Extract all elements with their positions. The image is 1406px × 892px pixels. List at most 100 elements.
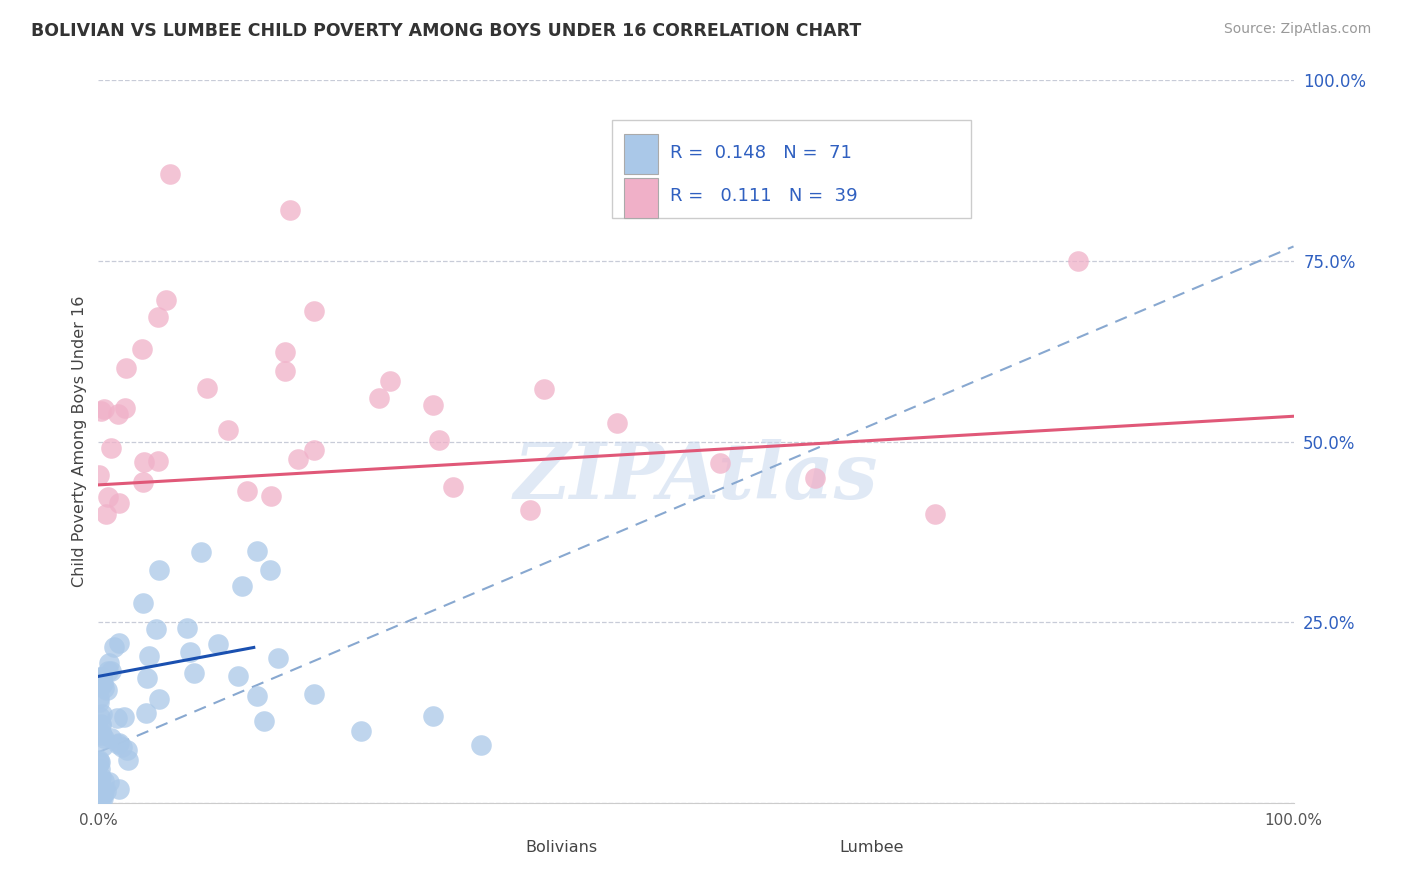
Point <box>136 671 159 685</box>
Point <box>302 443 325 458</box>
Point <box>93 681 115 695</box>
Point <box>148 691 170 706</box>
Text: Bolivians: Bolivians <box>524 840 598 855</box>
Point <box>89 756 111 770</box>
Point <box>231 579 253 593</box>
Point <box>148 454 170 468</box>
Point <box>90 724 112 739</box>
Point <box>97 664 120 678</box>
Point <box>924 507 946 521</box>
Point <box>89 673 111 688</box>
Point <box>91 789 114 804</box>
Point <box>117 753 139 767</box>
FancyBboxPatch shape <box>624 178 658 218</box>
Point <box>93 773 115 788</box>
Point <box>89 784 111 798</box>
Point <box>89 762 111 776</box>
Point <box>427 433 450 447</box>
Point <box>131 342 153 356</box>
Point <box>107 407 129 421</box>
FancyBboxPatch shape <box>486 841 517 857</box>
Point <box>287 451 309 466</box>
Point <box>470 738 492 752</box>
Point <box>709 456 731 470</box>
Point <box>108 496 131 510</box>
Text: R =   0.111   N =  39: R = 0.111 N = 39 <box>669 187 858 205</box>
Point <box>89 709 111 723</box>
Point <box>253 714 276 728</box>
Point <box>259 563 281 577</box>
Point <box>132 475 155 490</box>
Point <box>804 470 827 484</box>
Point <box>195 381 218 395</box>
FancyBboxPatch shape <box>624 135 658 174</box>
Point <box>93 791 115 805</box>
Point <box>302 304 325 318</box>
Point <box>91 706 114 721</box>
Point <box>146 310 169 324</box>
Text: ZIPAtlas: ZIPAtlas <box>513 440 879 516</box>
Point <box>273 364 295 378</box>
FancyBboxPatch shape <box>613 120 972 218</box>
Point <box>89 690 111 705</box>
Point <box>90 718 112 732</box>
Text: Source: ZipAtlas.com: Source: ZipAtlas.com <box>1223 22 1371 37</box>
Point <box>90 716 112 731</box>
Point <box>90 728 112 742</box>
Point <box>91 676 114 690</box>
FancyBboxPatch shape <box>804 841 834 857</box>
Point <box>96 683 118 698</box>
Point <box>90 404 112 418</box>
Point <box>378 374 401 388</box>
Point <box>114 401 136 415</box>
Point <box>519 503 541 517</box>
Point <box>302 687 325 701</box>
Point <box>245 689 267 703</box>
Point <box>260 489 283 503</box>
Point <box>132 455 155 469</box>
Point <box>89 772 111 786</box>
Point <box>183 665 205 680</box>
Point <box>148 563 170 577</box>
Point <box>96 507 118 521</box>
Point <box>367 392 389 406</box>
Point <box>89 670 111 684</box>
Point <box>159 167 181 181</box>
Point <box>111 739 134 754</box>
Point <box>176 621 198 635</box>
Text: Lumbee: Lumbee <box>839 840 904 855</box>
Point <box>93 402 115 417</box>
Point <box>90 680 112 694</box>
Point <box>91 670 114 684</box>
Point <box>422 398 444 412</box>
Point <box>108 635 131 649</box>
Point <box>155 293 177 307</box>
Point <box>350 723 373 738</box>
Text: BOLIVIAN VS LUMBEE CHILD POVERTY AMONG BOYS UNDER 16 CORRELATION CHART: BOLIVIAN VS LUMBEE CHILD POVERTY AMONG B… <box>31 22 862 40</box>
Point <box>422 709 444 723</box>
Point <box>112 710 135 724</box>
Point <box>179 645 201 659</box>
Text: R =  0.148   N =  71: R = 0.148 N = 71 <box>669 144 852 161</box>
Point <box>246 543 269 558</box>
Point <box>87 754 110 768</box>
Point <box>274 345 297 359</box>
Point <box>108 782 131 797</box>
Point <box>89 677 111 691</box>
Point <box>226 669 249 683</box>
Y-axis label: Child Poverty Among Boys Under 16: Child Poverty Among Boys Under 16 <box>72 296 87 587</box>
Point <box>91 673 114 687</box>
Point <box>103 640 125 654</box>
Point <box>97 491 120 505</box>
Point <box>94 784 117 798</box>
Point <box>1067 253 1090 268</box>
Point <box>98 657 121 671</box>
Point <box>190 544 212 558</box>
Point <box>100 664 122 678</box>
Point <box>138 649 160 664</box>
Point <box>107 737 129 751</box>
Point <box>93 783 115 797</box>
Point <box>278 203 301 218</box>
Point <box>132 596 155 610</box>
Point <box>100 731 122 745</box>
